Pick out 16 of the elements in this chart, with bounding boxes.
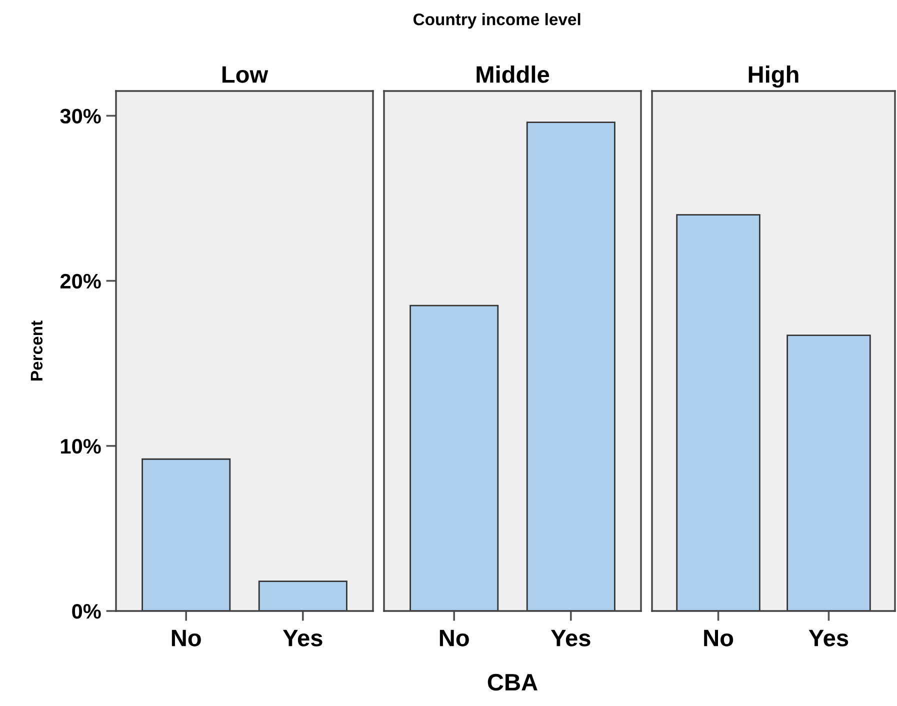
x-tick-label: Yes xyxy=(808,630,848,646)
y-axis-title: Percent xyxy=(30,320,43,380)
chart-title: Middle xyxy=(476,66,550,83)
y-tick-label: 20% xyxy=(60,274,101,289)
text: Country income level xyxy=(413,13,580,29)
y-tick-label: 10% xyxy=(61,438,101,454)
x-axis-title: CBA xyxy=(488,674,538,691)
x-tick-label: Yes xyxy=(282,630,322,646)
x-tick-label: No xyxy=(440,630,469,646)
x-tick-label: No xyxy=(172,630,201,646)
x-tick-label: No xyxy=(704,630,734,646)
x-tick-label: Yes xyxy=(550,630,590,646)
chart-title: High xyxy=(748,66,798,88)
y-tick-label: 30% xyxy=(60,108,101,124)
chart-title: Low xyxy=(222,66,268,83)
y-tick-label: 0% xyxy=(72,604,101,619)
